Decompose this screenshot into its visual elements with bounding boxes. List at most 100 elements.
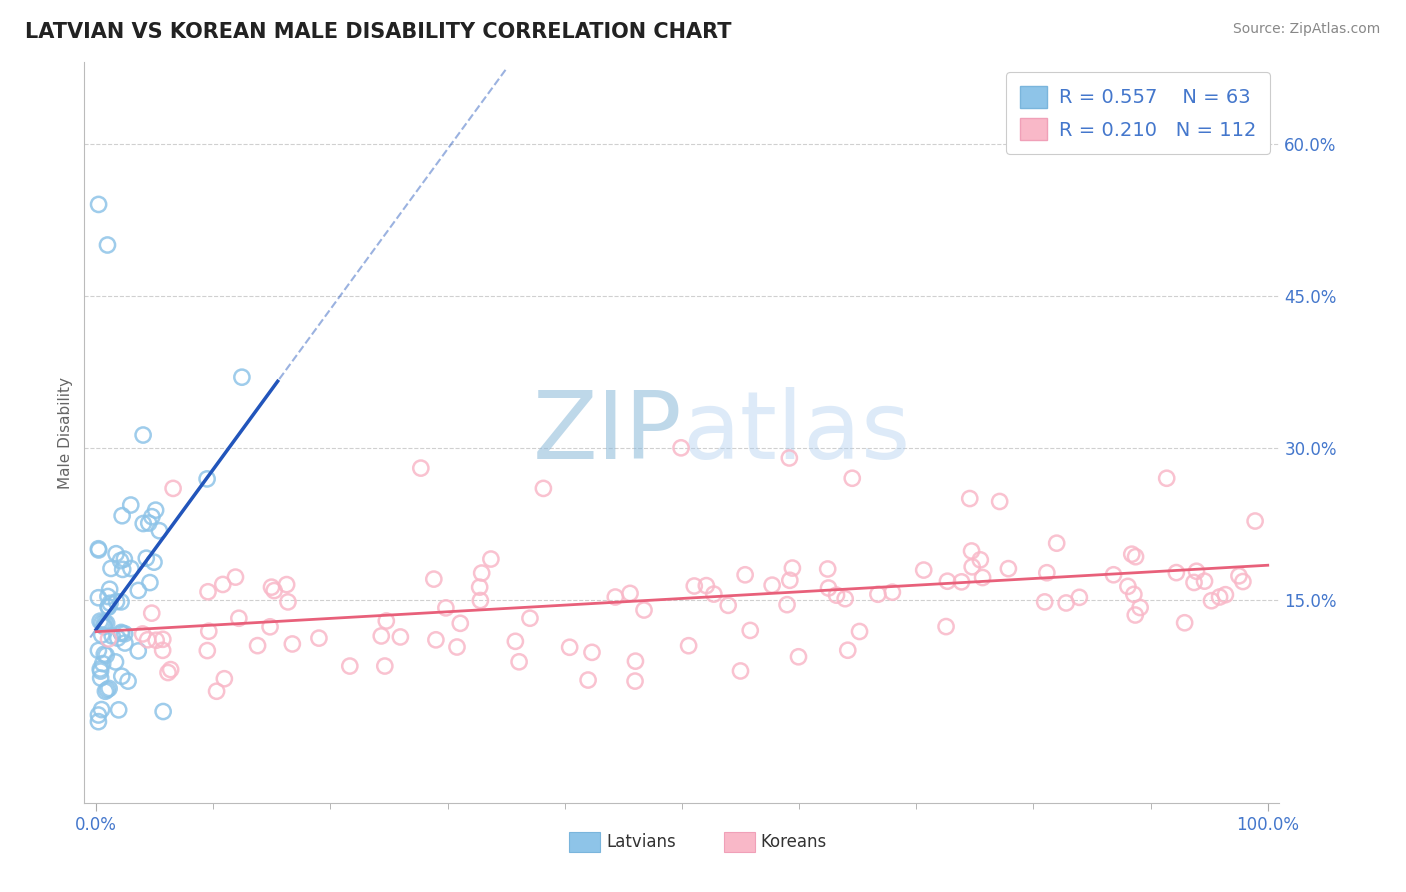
Point xyxy=(107,631,129,645)
Point xyxy=(281,637,304,651)
Point xyxy=(624,654,647,668)
Point xyxy=(605,590,627,604)
Point xyxy=(98,596,121,610)
Point xyxy=(98,681,121,696)
Point xyxy=(94,684,117,698)
Point xyxy=(87,543,110,558)
Point xyxy=(969,553,991,567)
Point xyxy=(96,616,118,631)
Point xyxy=(97,632,120,646)
Point xyxy=(308,631,330,645)
Text: ZIP: ZIP xyxy=(533,386,682,479)
Point xyxy=(848,624,870,639)
Point xyxy=(988,494,1011,508)
Point xyxy=(111,508,134,523)
Point xyxy=(211,577,233,591)
Point xyxy=(132,428,155,442)
Point xyxy=(110,595,132,609)
Point xyxy=(695,579,717,593)
Text: atlas: atlas xyxy=(682,386,910,479)
Point xyxy=(91,615,114,630)
Point xyxy=(276,577,298,591)
Point xyxy=(1215,588,1237,602)
Point xyxy=(389,630,412,644)
Point xyxy=(259,620,281,634)
Point xyxy=(734,567,756,582)
Point xyxy=(339,659,361,673)
Point xyxy=(519,611,541,625)
Point xyxy=(1174,615,1197,630)
Point xyxy=(105,547,128,561)
Point xyxy=(87,591,110,605)
Point xyxy=(111,626,134,640)
Point xyxy=(882,585,904,599)
Point xyxy=(471,566,494,580)
Point xyxy=(111,669,134,683)
Point xyxy=(740,624,762,638)
Point xyxy=(197,624,219,639)
Point xyxy=(779,574,801,588)
Point xyxy=(912,563,935,577)
Point xyxy=(112,552,135,566)
Point xyxy=(425,632,447,647)
Point xyxy=(703,587,725,601)
Point xyxy=(159,663,181,677)
Point xyxy=(117,674,139,689)
Point xyxy=(1046,536,1069,550)
Point xyxy=(132,516,155,531)
Point xyxy=(678,639,700,653)
Point xyxy=(817,581,839,595)
Point xyxy=(776,598,799,612)
Point xyxy=(778,450,800,465)
Point xyxy=(825,588,848,602)
Point xyxy=(633,603,655,617)
Point xyxy=(505,634,527,648)
Point xyxy=(152,643,174,657)
Point xyxy=(87,197,110,211)
Point xyxy=(959,491,981,506)
Point xyxy=(817,562,839,576)
Text: Latvians: Latvians xyxy=(606,833,676,851)
Point xyxy=(246,639,269,653)
Point xyxy=(619,586,641,600)
Point xyxy=(837,643,859,657)
Point xyxy=(263,583,285,598)
Point xyxy=(374,659,396,673)
Point xyxy=(1116,579,1139,593)
Point xyxy=(841,471,863,485)
Point xyxy=(683,579,706,593)
Point xyxy=(997,561,1019,575)
Point xyxy=(434,600,457,615)
Point xyxy=(1069,591,1091,605)
Point xyxy=(141,606,163,620)
Point xyxy=(277,595,299,609)
Point xyxy=(1244,514,1267,528)
Point xyxy=(1227,569,1250,583)
Text: Koreans: Koreans xyxy=(761,833,827,851)
Point xyxy=(97,600,120,615)
Point xyxy=(468,580,491,594)
Point xyxy=(375,614,398,628)
Point xyxy=(730,664,752,678)
Point xyxy=(111,562,134,576)
Point xyxy=(90,702,112,716)
Point xyxy=(446,640,468,654)
Point xyxy=(195,643,218,657)
Point xyxy=(114,636,136,650)
Point xyxy=(145,503,167,517)
Point xyxy=(1121,547,1143,561)
Point xyxy=(479,552,502,566)
Point xyxy=(1054,596,1077,610)
Point xyxy=(96,648,118,663)
Point xyxy=(1102,567,1125,582)
Point xyxy=(104,655,127,669)
Point xyxy=(152,632,174,647)
Point xyxy=(1033,595,1056,609)
Point xyxy=(214,672,236,686)
Point xyxy=(1122,587,1144,601)
Point xyxy=(136,632,159,647)
Point xyxy=(96,238,118,252)
Point xyxy=(717,599,740,613)
Point xyxy=(93,620,115,634)
Point xyxy=(1125,549,1147,564)
